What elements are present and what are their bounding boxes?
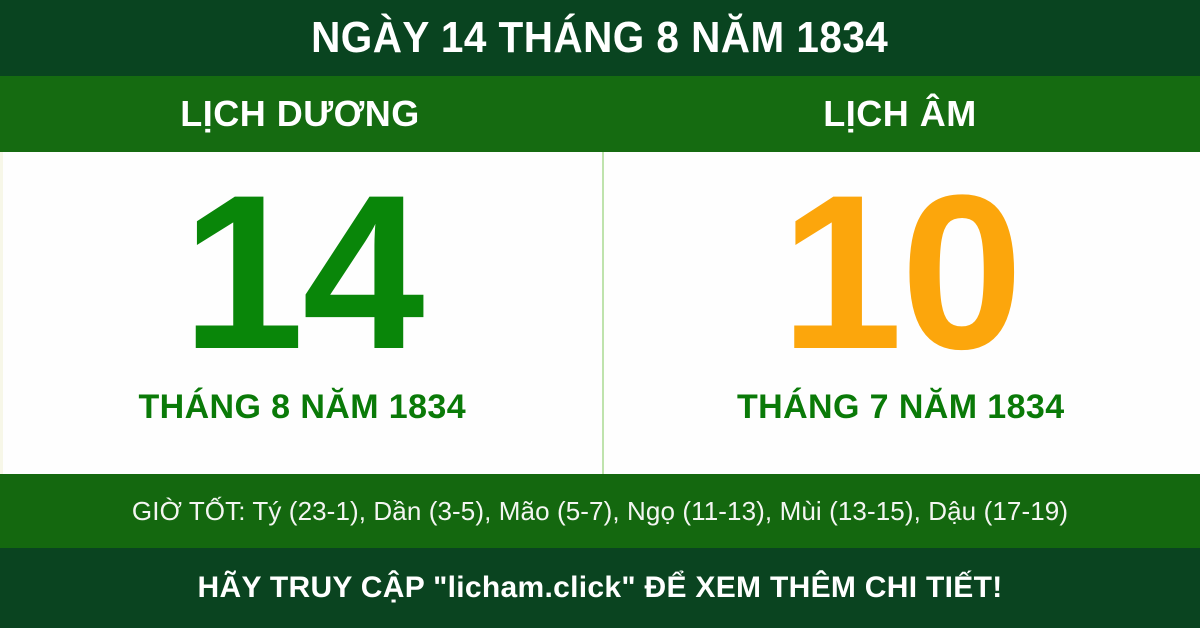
solar-date-column: 14 THÁNG 8 NĂM 1834: [3, 152, 602, 474]
lunar-calendar-heading: LỊCH ÂM: [823, 93, 977, 134]
good-hours-text: GIỜ TỐT: Tý (23-1), Dần (3-5), Mão (5-7)…: [131, 496, 1069, 526]
solar-heading-cell: LỊCH DƯƠNG: [0, 96, 600, 132]
column-divider: [602, 152, 604, 474]
solar-calendar-heading: LỊCH DƯƠNG: [180, 93, 420, 134]
lunar-month-year: THÁNG 7 NĂM 1834: [736, 388, 1065, 427]
calendar-column-headers: LỊCH DƯƠNG LỊCH ÂM: [0, 76, 1200, 152]
lunar-date-column: 10 THÁNG 7 NĂM 1834: [602, 152, 1200, 474]
solar-day-number: 14: [181, 149, 425, 395]
cta-banner[interactable]: HÃY TRUY CẬP "licham.click" ĐỂ XEM THÊM …: [0, 548, 1200, 628]
header-bar: NGÀY 14 THÁNG 8 NĂM 1834: [0, 0, 1200, 76]
page-title: NGÀY 14 THÁNG 8 NĂM 1834: [311, 13, 889, 62]
good-hours-bar: GIỜ TỐT: Tý (23-1), Dần (3-5), Mão (5-7)…: [0, 474, 1200, 548]
calendar-body-panel: 14 THÁNG 8 NĂM 1834 10 THÁNG 7 NĂM 1834: [0, 152, 1200, 474]
cta-text: HÃY TRUY CẬP "licham.click" ĐỂ XEM THÊM …: [197, 571, 1003, 604]
lunar-day-number: 10: [780, 149, 1023, 395]
solar-month-year: THÁNG 8 NĂM 1834: [138, 388, 467, 427]
lunar-heading-cell: LỊCH ÂM: [600, 96, 1200, 132]
